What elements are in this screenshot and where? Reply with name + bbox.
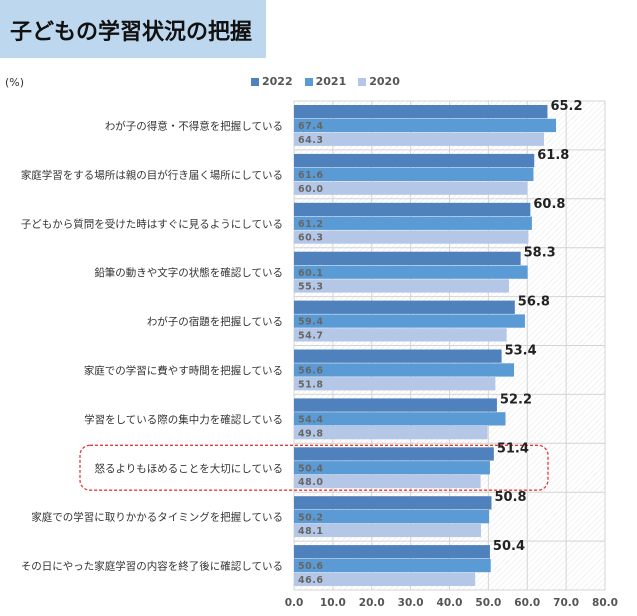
bar-2021 <box>294 412 506 426</box>
category-label: 家庭での学習に取りかかるタイミングを把握している <box>31 511 283 524</box>
legend-item-2021: 2021 <box>304 75 347 88</box>
category-label: 鉛筆の動きや文字の状態を確認している <box>94 266 283 279</box>
bar-2021 <box>294 558 491 573</box>
data-label-2020: 60.3 <box>298 233 323 244</box>
bar-2020 <box>294 474 481 489</box>
data-label-2021: 61.2 <box>298 219 323 230</box>
bar-2022 <box>294 153 535 168</box>
bar-2020 <box>294 377 496 391</box>
category-label: 家庭学習をする場所は親の目が行き届く場所にしている <box>21 168 283 181</box>
data-label-2022: 51.4 <box>497 441 529 456</box>
data-label-2022: 52.2 <box>500 392 532 407</box>
bar-2022 <box>294 349 502 363</box>
data-label-2022: 61.8 <box>537 148 569 163</box>
x-tick-label: 40.0 <box>437 597 463 609</box>
bar-2022 <box>294 398 497 412</box>
x-tick-label: 80.0 <box>592 597 618 609</box>
data-label-2020: 51.8 <box>298 379 323 390</box>
bar-2022 <box>294 496 492 510</box>
category-label: わが子の宿題を把握している <box>147 315 283 328</box>
legend-swatch-2020 <box>358 77 367 86</box>
x-tick-label: 10.0 <box>320 597 346 609</box>
category-label: 怒るよりもほめることを大切にしている <box>95 462 283 475</box>
data-label-2021: 67.4 <box>298 121 323 132</box>
data-label-2021: 59.4 <box>298 317 323 328</box>
unit-label: (%) <box>5 76 25 89</box>
bar-2022 <box>294 251 521 265</box>
data-label-2021: 50.2 <box>298 512 323 523</box>
bar-2020 <box>294 230 529 244</box>
bar-2021 <box>294 510 490 524</box>
data-label-2020: 48.0 <box>298 477 323 488</box>
data-label-2022: 50.8 <box>494 490 526 505</box>
data-label-2022: 58.3 <box>524 246 556 261</box>
data-label-2022: 56.8 <box>518 295 550 310</box>
bar-2020 <box>294 181 528 195</box>
data-label-2020: 60.0 <box>298 184 323 195</box>
data-label-2021: 50.6 <box>298 561 323 572</box>
data-label-2021: 54.4 <box>298 415 323 426</box>
legend-item-2020: 2020 <box>358 75 400 88</box>
bar-2020 <box>294 572 476 586</box>
legend-item-2022: 2022 <box>251 75 293 88</box>
legend-swatch-2022 <box>251 77 259 86</box>
x-tick-label: 70.0 <box>553 597 579 609</box>
category-label: わが子の得意・不得意を把握している <box>105 119 283 132</box>
title-box <box>0 0 266 58</box>
data-label-2021: 61.6 <box>298 170 323 181</box>
bar-2020 <box>294 328 507 342</box>
x-tick-label: 20.0 <box>359 597 385 609</box>
data-label-2022: 50.4 <box>493 539 525 554</box>
data-label-2020: 54.7 <box>298 331 323 342</box>
data-label-2020: 49.8 <box>298 428 323 439</box>
legend-label-2022: 2022 <box>262 75 293 88</box>
bar-2021 <box>294 216 532 230</box>
x-tick-label: 50.0 <box>475 597 501 609</box>
data-label-2022: 65.2 <box>550 99 582 114</box>
x-tick-label: 60.0 <box>514 597 540 609</box>
bar-2021 <box>294 461 490 475</box>
bar-2022 <box>294 545 490 559</box>
bar-2021 <box>294 118 557 133</box>
bar-2020 <box>294 426 488 440</box>
x-tick-label: 30.0 <box>398 597 424 609</box>
chart-title: 子どもの学習状況の把握 <box>10 20 253 45</box>
bar-2022 <box>294 105 548 119</box>
data-label-2021: 60.1 <box>298 268 323 279</box>
data-label-2020: 46.6 <box>298 575 323 586</box>
bar-2022 <box>294 202 531 217</box>
bar-2021 <box>294 167 534 181</box>
bar-2022 <box>294 447 494 461</box>
bar-2020 <box>294 523 481 538</box>
bar-2021 <box>294 314 525 328</box>
bar-2021 <box>294 265 528 279</box>
data-label-2021: 50.4 <box>298 463 323 474</box>
legend-label-2020: 2020 <box>369 75 400 88</box>
x-tick-label: 0.0 <box>285 597 304 609</box>
data-label-2021: 56.6 <box>298 366 323 377</box>
bar-2021 <box>294 363 515 377</box>
category-label: 学習をしている際の集中力を確認している <box>84 413 283 426</box>
data-label-2022: 53.4 <box>505 344 537 359</box>
legend: 2022 2021 2020 <box>251 75 400 88</box>
data-label-2020: 55.3 <box>298 282 323 293</box>
bar-2022 <box>294 300 515 314</box>
data-label-2022: 60.8 <box>533 197 565 212</box>
highlight-box <box>79 444 549 491</box>
category-label: その日にやった家庭学習の内容を終了後に確認している <box>21 560 283 573</box>
category-label: 家庭での学習に費やす時間を把握している <box>84 364 283 377</box>
category-label: 子どもから質問を受けた時はすぐに見るようにしている <box>21 217 283 230</box>
data-label-2020: 64.3 <box>298 135 323 146</box>
legend-label-2021: 2021 <box>315 75 347 88</box>
data-label-2020: 48.1 <box>298 526 323 537</box>
bar-2020 <box>294 279 509 293</box>
legend-swatch-2021 <box>304 77 313 86</box>
bar-2020 <box>294 132 544 146</box>
